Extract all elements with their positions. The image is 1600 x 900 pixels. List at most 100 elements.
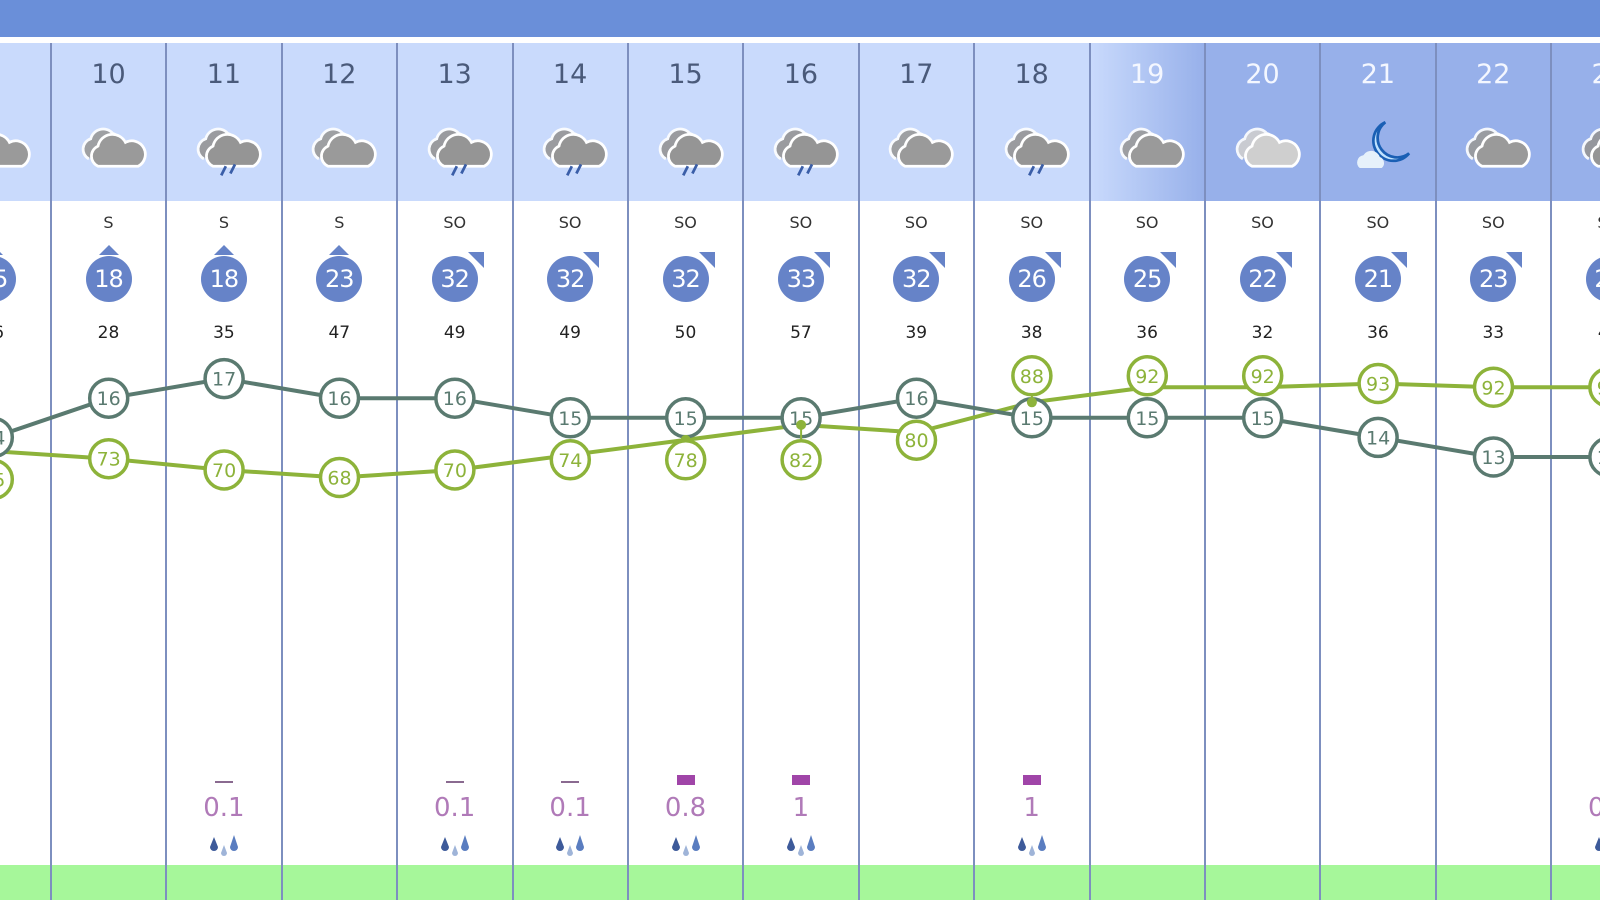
humidity-point: 92 xyxy=(1588,368,1600,406)
wind-speed: 33 xyxy=(786,265,817,293)
column-divider xyxy=(511,43,514,900)
wind-speed: 32 xyxy=(902,265,932,293)
wind-direction: S xyxy=(103,213,114,232)
svg-text:88: 88 xyxy=(1020,366,1044,388)
wind-gust: 36 xyxy=(1367,323,1389,343)
wind-arrow-icon xyxy=(698,252,715,268)
hour-label: 14 xyxy=(552,59,588,90)
wind-speed: 32 xyxy=(671,265,701,293)
temperature-point: 15 xyxy=(780,397,822,439)
humidity-point: 88 xyxy=(1011,355,1053,408)
column-header xyxy=(397,43,513,201)
storm-rain-icon xyxy=(427,127,493,176)
svg-text:14: 14 xyxy=(1366,427,1390,449)
hour-column: 19 SO 25 36 xyxy=(1089,43,1205,900)
storm-rain-icon xyxy=(196,127,262,176)
precip-bar xyxy=(445,781,464,783)
hour-column: 21 SO 21 36 xyxy=(1320,43,1436,900)
hour-column: 10 S 18 28 xyxy=(51,43,166,900)
wind-gust: 49 xyxy=(559,323,581,343)
svg-text:92: 92 xyxy=(1135,366,1159,388)
green-band xyxy=(1089,865,1205,900)
humidity-point: 82 xyxy=(780,419,822,481)
precip-amount: 0.1 xyxy=(1588,793,1600,823)
wind-speed-badge: 33 xyxy=(777,252,830,302)
hour-label: 21 xyxy=(1360,59,1396,90)
precip-bar xyxy=(1022,775,1041,785)
column-header xyxy=(1089,43,1205,201)
column-header xyxy=(974,43,1090,201)
svg-text:16: 16 xyxy=(97,388,121,410)
storm-rain-icon xyxy=(1581,128,1600,168)
humidity-point: 92 xyxy=(1472,366,1515,409)
svg-text:74: 74 xyxy=(558,450,582,472)
wind-gust: 32 xyxy=(1251,323,1274,343)
column-header xyxy=(1320,43,1436,201)
green-band xyxy=(1320,865,1436,900)
svg-text:92: 92 xyxy=(1251,366,1275,388)
wind-direction: S xyxy=(218,213,229,232)
humidity-point: 70 xyxy=(434,449,476,491)
humidity-point: 78 xyxy=(664,434,707,481)
green-band xyxy=(51,865,166,900)
svg-text:15: 15 xyxy=(1251,408,1275,430)
wind-speed-badge: 26 xyxy=(1008,252,1061,302)
hour-label: 23 xyxy=(1551,59,1600,90)
temperature-point: 16 xyxy=(318,377,361,419)
column-divider xyxy=(50,43,52,900)
wind-arrow-icon xyxy=(467,252,484,268)
column-header xyxy=(743,43,859,201)
rain-drops-icon xyxy=(1594,837,1600,851)
svg-text:16: 16 xyxy=(904,388,928,410)
precip-amount: 0.1 xyxy=(203,793,245,823)
rain-drops-icon xyxy=(671,835,700,856)
green-band xyxy=(743,865,859,900)
hour-label: 13 xyxy=(437,59,472,90)
wind-speed: 15 xyxy=(0,265,8,293)
precip-bar xyxy=(676,775,695,785)
green-band xyxy=(0,865,51,900)
column-divider xyxy=(1088,43,1091,900)
hourly-forecast-grid: 9 S 15 26 10 S 18 28 11 S 18 35 0.1 12 S… xyxy=(0,43,1600,900)
wind-speed-badge: 32 xyxy=(431,252,484,302)
svg-text:78: 78 xyxy=(674,450,698,472)
wind-gust: 35 xyxy=(213,323,235,343)
hour-label: 9 xyxy=(0,59,51,90)
column-header xyxy=(1205,43,1320,201)
rain-drops-icon xyxy=(1017,835,1046,856)
wind-speed-badge: 32 xyxy=(893,252,946,302)
wind-gust: 39 xyxy=(905,323,928,343)
humidity-point: 93 xyxy=(1357,362,1399,405)
wind-arrow-icon xyxy=(0,245,4,255)
wind-direction: SO xyxy=(1481,213,1505,232)
wind-arrow-icon xyxy=(1044,252,1061,268)
wind-speed-badge: 25 xyxy=(1124,252,1177,302)
humidity-point: 73 xyxy=(87,437,130,480)
humidity-point: 70 xyxy=(203,449,245,491)
top-bar xyxy=(0,0,1600,37)
humidity-point: 75 xyxy=(0,459,15,500)
hour-column: 20 SO 22 32 xyxy=(1205,43,1320,900)
wind-speed: 23 xyxy=(1594,265,1600,293)
temperature-point: 16 xyxy=(87,377,130,419)
wind-speed: 23 xyxy=(1479,265,1509,293)
rain-drops-icon xyxy=(786,835,815,856)
column-divider xyxy=(1434,43,1437,900)
column-header xyxy=(166,43,282,201)
wind-direction: SO xyxy=(674,213,697,232)
svg-text:75: 75 xyxy=(0,469,5,491)
cloud-icon xyxy=(0,133,31,168)
rain-drops-icon xyxy=(556,835,585,856)
hour-column: 11 S 18 35 0.1 xyxy=(166,43,282,900)
hour-label: 12 xyxy=(322,59,357,90)
hour-label: 15 xyxy=(668,59,703,90)
wind-gust: 28 xyxy=(97,323,120,343)
wind-speed: 22 xyxy=(1248,265,1278,293)
wind-speed: 21 xyxy=(1363,265,1394,293)
wind-gust: 33 xyxy=(1482,323,1505,343)
humidity-point: 92 xyxy=(1241,355,1284,397)
storm-rain-icon xyxy=(542,127,608,176)
wind-speed-badge: 18 xyxy=(200,245,247,302)
precip-amount: 1 xyxy=(1023,793,1040,823)
hour-label: 20 xyxy=(1245,59,1280,90)
